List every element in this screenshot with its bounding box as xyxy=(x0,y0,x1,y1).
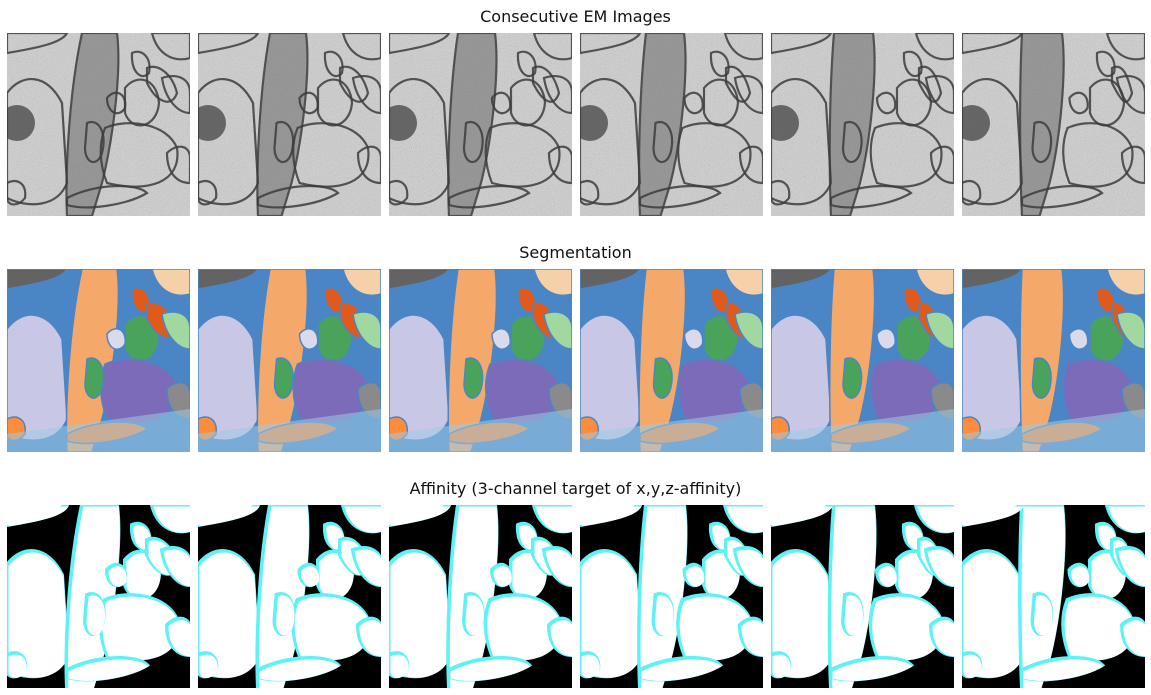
em-panel-2 xyxy=(198,33,381,216)
aff-panel-6 xyxy=(962,505,1145,688)
em-panel-3 xyxy=(389,33,572,216)
aff-panel-2 xyxy=(198,505,381,688)
aff-panel-5 xyxy=(771,505,954,688)
seg-panel-6 xyxy=(962,269,1145,452)
seg-panel-5 xyxy=(771,269,954,452)
seg-panel-3 xyxy=(389,269,572,452)
em-panel-6 xyxy=(962,33,1145,216)
aff-panel-4 xyxy=(580,505,763,688)
row-title-affinity: Affinity (3-channel target of x,y,z-affi… xyxy=(409,479,742,498)
em-panel-1 xyxy=(7,33,190,216)
seg-panel-2 xyxy=(198,269,381,452)
aff-panel-3 xyxy=(389,505,572,688)
seg-panel-1 xyxy=(7,269,190,452)
em-panel-5 xyxy=(771,33,954,216)
row-title-em: Consecutive EM Images xyxy=(480,7,671,26)
seg-panel-4 xyxy=(580,269,763,452)
row-title-segmentation: Segmentation xyxy=(519,243,632,262)
aff-panel-1 xyxy=(7,505,190,688)
em-panel-4 xyxy=(580,33,763,216)
